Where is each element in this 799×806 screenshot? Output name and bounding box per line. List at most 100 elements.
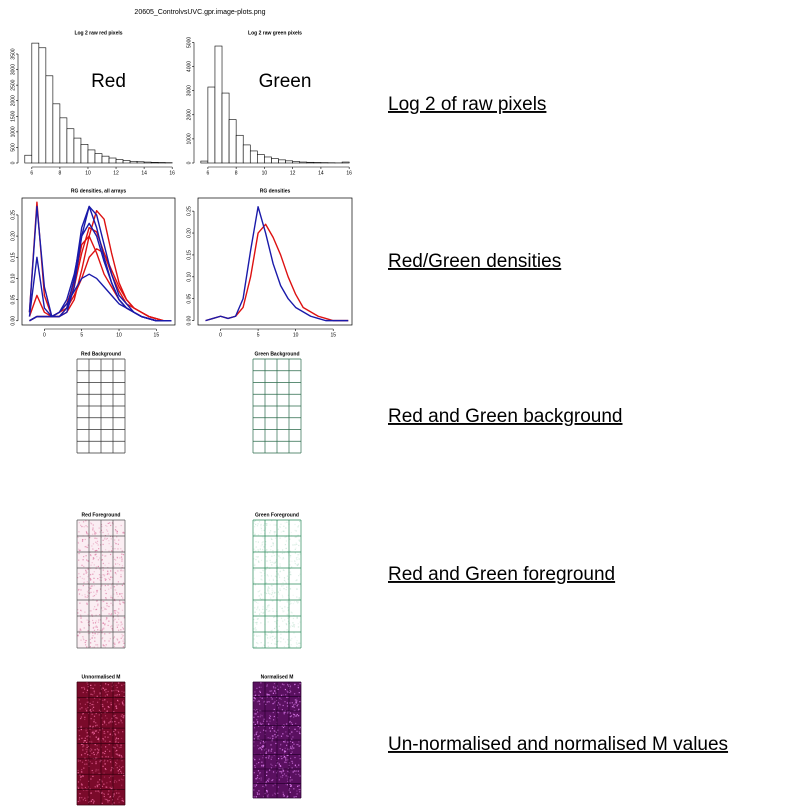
speckle [104,761,105,762]
speckle [291,779,292,780]
speckle [117,557,118,558]
speckle [260,692,261,693]
speckle [103,449,104,450]
speckle [110,721,111,722]
speckle [274,690,275,691]
speckle [79,800,80,801]
speckle [91,753,92,754]
speckle [81,716,82,717]
speckle [256,556,257,557]
speckle [123,700,124,701]
speckle [259,591,260,592]
speckle [272,608,273,609]
speckle [104,699,105,700]
speckle [106,419,107,420]
speckle [253,745,254,746]
speckle [295,765,296,766]
speckle [296,377,297,378]
speckle [279,593,280,594]
speckle [119,564,120,565]
speckle [254,691,255,692]
speckle [87,581,88,582]
speckle [96,385,97,386]
speckle [256,719,257,720]
speckle [97,402,98,403]
speckle [80,610,81,611]
speckle [259,421,260,422]
speckle [107,731,108,732]
speckle [260,412,261,413]
speckle [118,683,119,684]
speckle [294,385,295,386]
speckle [121,755,122,756]
speckle [90,748,91,749]
speckle [84,740,85,741]
speckle [261,560,262,561]
speckle [103,574,104,575]
bar [74,138,81,163]
speckle [278,689,279,690]
speckle [123,408,124,409]
speckle [102,396,103,397]
speckle [282,733,283,734]
speckle [283,724,284,725]
speckle [103,407,104,408]
speckle [90,574,91,575]
speckle [120,570,121,571]
speckle [292,706,293,707]
speckle [86,730,87,731]
speckle [118,438,119,439]
speckle [114,636,115,637]
speckle [108,450,109,451]
speckle [272,374,273,375]
speckle [86,387,87,388]
speckle [122,766,123,767]
speckle [287,362,288,363]
speckle [269,450,270,451]
speckle [257,378,258,379]
speckle [82,744,83,745]
speckle [120,369,121,370]
speckle [103,372,104,373]
speckle [279,526,280,527]
speckle [285,731,286,732]
speckle [83,415,84,416]
speckle [86,360,87,361]
speckle [266,751,267,752]
speckle [257,413,258,414]
speckle [287,391,288,392]
speckle [123,602,124,603]
y-tick-label: 0.20 [10,231,16,241]
speckle [92,364,93,365]
speckle [290,640,291,641]
speckle [119,404,120,405]
speckle [100,692,101,693]
speckle [274,643,275,644]
speckle [295,421,296,422]
speckle [280,571,281,572]
speckle [289,702,290,703]
density-line [29,223,171,320]
speckle [274,730,275,731]
speckle [284,580,285,581]
speckle [273,364,274,365]
speckle [266,421,267,422]
speckle [267,792,268,793]
speckle [121,720,122,721]
speckle [293,395,294,396]
speckle [109,573,110,574]
speckle [104,565,105,566]
speckle [102,532,103,533]
speckle [290,646,291,647]
speckle [119,769,120,770]
speckle [256,371,257,372]
speckle [122,636,123,637]
speckle [298,709,299,710]
speckle [94,391,95,392]
speckle [260,593,261,594]
bar [236,135,243,163]
speckle [91,585,92,586]
speckle [289,779,290,780]
speckle [278,372,279,373]
speckle [94,571,95,572]
